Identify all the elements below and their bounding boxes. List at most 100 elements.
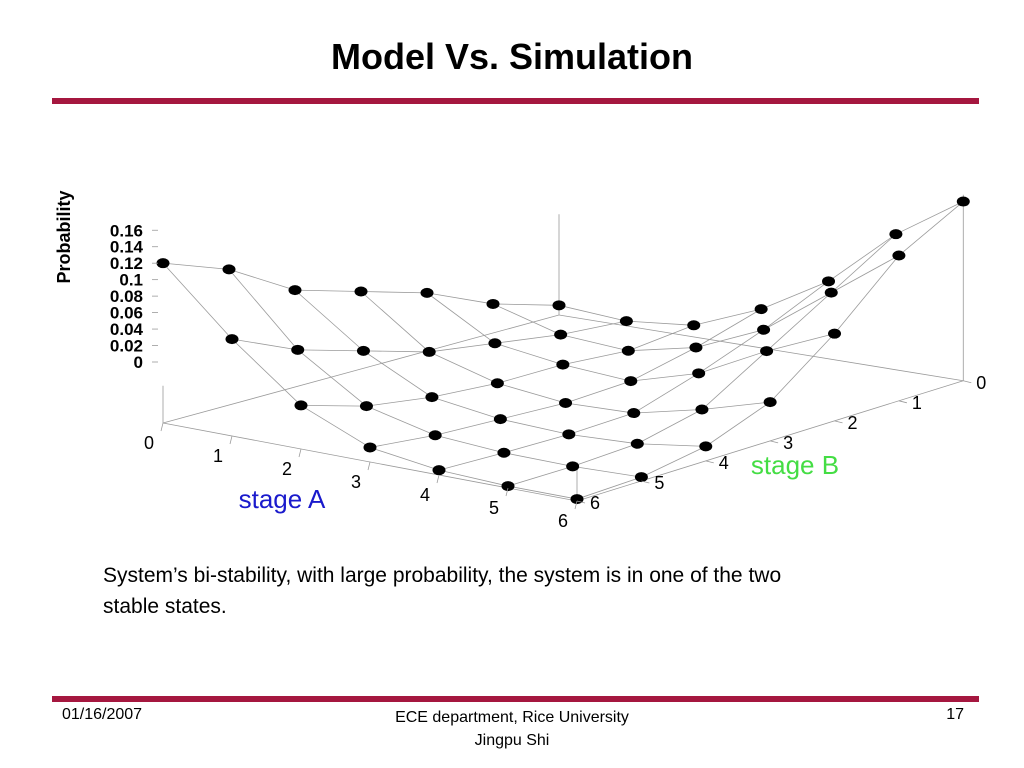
data-point bbox=[624, 376, 638, 387]
data-point bbox=[363, 442, 377, 453]
footer-author: Jingpu Shi bbox=[474, 732, 550, 749]
wire-segment bbox=[507, 485, 578, 500]
wire-segment bbox=[895, 201, 964, 235]
wire-segment bbox=[231, 338, 298, 351]
wire-segment bbox=[369, 434, 436, 448]
wire-segment bbox=[562, 350, 629, 365]
x-tick-label: 5 bbox=[489, 498, 499, 518]
y-tick-mark bbox=[770, 440, 779, 444]
wire-segment bbox=[497, 364, 563, 384]
wire-segment bbox=[507, 465, 573, 487]
z-tick-label: 0.08 bbox=[110, 287, 143, 306]
data-point bbox=[497, 447, 511, 458]
surface-points bbox=[156, 196, 970, 505]
wire-segment bbox=[294, 289, 364, 352]
wire-segment bbox=[560, 320, 627, 336]
x-tick-label: 1 bbox=[213, 446, 223, 466]
wire-segment bbox=[628, 324, 694, 352]
data-point bbox=[356, 345, 370, 356]
wire-segment bbox=[641, 446, 706, 478]
wire-segment bbox=[637, 443, 706, 447]
floor-edge bbox=[558, 314, 964, 382]
y-tick-label: 5 bbox=[654, 473, 664, 493]
data-point bbox=[559, 398, 573, 409]
x-tick-mark bbox=[436, 474, 440, 484]
data-point bbox=[763, 397, 777, 408]
wire-segment bbox=[769, 333, 835, 403]
wire-segment bbox=[626, 320, 694, 326]
y-tick-label: 3 bbox=[783, 433, 793, 453]
data-point bbox=[428, 430, 442, 441]
wire-segment bbox=[701, 401, 771, 410]
wire-segment bbox=[831, 255, 900, 293]
z-tick-label: 0.16 bbox=[110, 221, 143, 240]
data-point bbox=[486, 298, 500, 309]
data-point bbox=[552, 300, 566, 311]
wire-segment bbox=[500, 418, 569, 435]
z-tick-label: 0.06 bbox=[110, 304, 143, 323]
wire-segment bbox=[429, 351, 498, 384]
wire-segment bbox=[503, 452, 573, 467]
wire-segment bbox=[695, 308, 762, 348]
wire-segment bbox=[366, 405, 436, 436]
y-tick-label: 6 bbox=[590, 493, 600, 513]
surface-wireframe bbox=[162, 201, 964, 500]
data-point bbox=[892, 250, 906, 261]
wire-segment bbox=[633, 409, 702, 414]
x-tick-mark bbox=[367, 461, 371, 471]
y-tick-mark bbox=[963, 380, 972, 384]
z-tick-label: 0.1 bbox=[119, 271, 143, 290]
wire-segment bbox=[431, 382, 498, 398]
y-tick-mark bbox=[576, 500, 586, 504]
wire-segment bbox=[492, 303, 560, 306]
wire-segment bbox=[633, 373, 699, 414]
wire-segment bbox=[435, 434, 505, 454]
x-tick-mark bbox=[229, 435, 233, 445]
page-number: 17 bbox=[946, 706, 964, 723]
data-point bbox=[488, 338, 502, 349]
axis-ticks: 00.020.040.060.080.10.120.140.1601234560… bbox=[110, 221, 986, 531]
data-point bbox=[627, 408, 641, 419]
x-tick-label: 4 bbox=[420, 485, 430, 505]
footer-center: ECE department, Rice University Jingpu S… bbox=[312, 706, 712, 752]
data-point bbox=[294, 400, 308, 411]
x-tick-label: 6 bbox=[558, 511, 568, 531]
wire-segment bbox=[701, 350, 767, 410]
wire-segment bbox=[630, 347, 697, 382]
wire-segment bbox=[698, 350, 767, 374]
wire-segment bbox=[628, 347, 696, 352]
y-axis-label: stage B bbox=[751, 450, 839, 480]
z-tick-label: 0.04 bbox=[110, 320, 144, 339]
data-point bbox=[566, 461, 580, 472]
wire-segment bbox=[568, 412, 634, 435]
data-point bbox=[634, 472, 648, 483]
wire-segment bbox=[763, 281, 829, 331]
wire-segment bbox=[630, 372, 699, 382]
wire-segment bbox=[705, 401, 771, 447]
wire-segment bbox=[363, 350, 433, 398]
wire-segment bbox=[898, 201, 964, 256]
data-point bbox=[689, 342, 703, 353]
floor-edge bbox=[162, 314, 560, 424]
data-point bbox=[554, 329, 568, 340]
wire-segment bbox=[494, 334, 561, 344]
wire-segment bbox=[572, 465, 642, 478]
wire-segment bbox=[294, 289, 362, 292]
caption-text: System’s bi-stability, with large probab… bbox=[103, 564, 782, 618]
wire-segment bbox=[431, 396, 501, 420]
data-point bbox=[824, 287, 838, 298]
wire-segment bbox=[830, 233, 897, 293]
data-point bbox=[621, 345, 635, 356]
footer-department: ECE department, Rice University bbox=[395, 709, 629, 726]
data-point bbox=[692, 368, 706, 379]
wire-segment bbox=[497, 382, 566, 404]
wire-segment bbox=[576, 476, 642, 500]
data-point bbox=[556, 359, 570, 370]
wire-segment bbox=[500, 402, 566, 420]
data-point bbox=[699, 441, 713, 452]
wire-segment bbox=[637, 409, 703, 445]
data-point bbox=[420, 287, 434, 298]
data-point bbox=[422, 346, 436, 357]
wire-segment bbox=[297, 349, 364, 352]
wire-segment bbox=[766, 292, 832, 352]
